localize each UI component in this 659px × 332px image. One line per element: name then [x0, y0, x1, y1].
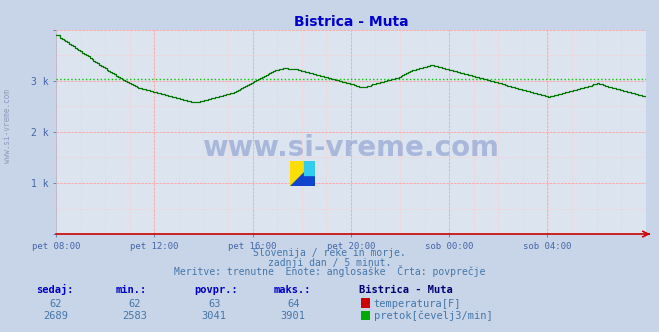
Text: 63: 63 [208, 299, 220, 309]
Text: sedaj:: sedaj: [36, 284, 74, 295]
Polygon shape [290, 161, 315, 186]
Polygon shape [290, 161, 315, 186]
Text: www.si-vreme.com: www.si-vreme.com [3, 89, 13, 163]
Text: Meritve: trenutne  Enote: anglosaške  Črta: povprečje: Meritve: trenutne Enote: anglosaške Črta… [174, 265, 485, 277]
Text: maks.:: maks.: [273, 285, 311, 295]
Text: temperatura[F]: temperatura[F] [374, 299, 461, 309]
Text: 2583: 2583 [123, 311, 148, 321]
Text: zadnji dan / 5 minut.: zadnji dan / 5 minut. [268, 258, 391, 268]
Text: 62: 62 [129, 299, 141, 309]
Text: Slovenija / reke in morje.: Slovenija / reke in morje. [253, 248, 406, 258]
Polygon shape [304, 161, 315, 175]
Text: 3041: 3041 [202, 311, 227, 321]
Text: 64: 64 [287, 299, 299, 309]
Text: www.si-vreme.com: www.si-vreme.com [202, 134, 500, 162]
Text: 2689: 2689 [43, 311, 69, 321]
Title: Bistrica - Muta: Bistrica - Muta [294, 15, 408, 29]
Text: povpr.:: povpr.: [194, 285, 238, 295]
Text: pretok[čevelj3/min]: pretok[čevelj3/min] [374, 311, 492, 321]
Text: 62: 62 [50, 299, 62, 309]
Text: min.:: min.: [115, 285, 146, 295]
Text: 3901: 3901 [281, 311, 306, 321]
Text: Bistrica - Muta: Bistrica - Muta [359, 285, 453, 295]
